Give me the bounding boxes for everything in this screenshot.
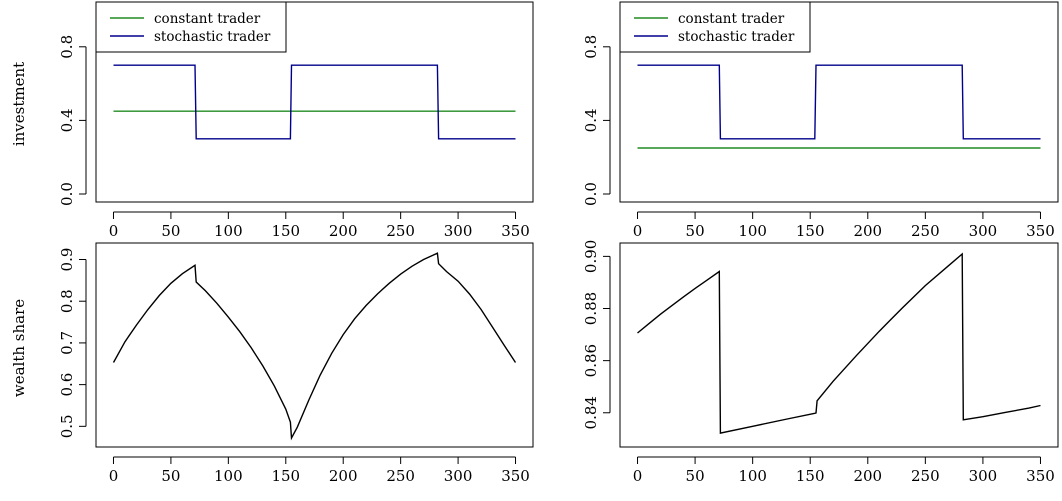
x-tick-label: 0 xyxy=(109,467,119,485)
x-tick-label: 300 xyxy=(969,222,998,240)
stochastic-trader-line xyxy=(113,64,516,140)
y-tick-label: 0.86 xyxy=(582,344,600,377)
wealth-share-line xyxy=(637,252,1041,434)
y-tick-label: 0.88 xyxy=(582,292,600,325)
x-tick-label: 0 xyxy=(633,467,643,485)
x-tick-label: 200 xyxy=(853,467,882,485)
chart-panel-wealth-left: 0 50 100 150 200 250 300 350 0.5 0.6 0.7 0.8 0.9 xyxy=(58,242,534,485)
wealth-share-line xyxy=(112,252,517,441)
x-tick-label: 350 xyxy=(501,467,530,485)
x-tick-label: 350 xyxy=(1026,222,1055,240)
x-tick-label: 200 xyxy=(329,467,358,485)
plot-frame xyxy=(619,1,1059,203)
x-tick-label: 300 xyxy=(444,222,473,240)
y-tick-label: 0.90 xyxy=(582,240,600,273)
y-tick-label: 0.8 xyxy=(58,289,76,313)
x-tick-label: 50 xyxy=(161,467,180,485)
y-axis-label-wealth-share: wealth share xyxy=(10,299,28,397)
legend-box xyxy=(619,1,811,53)
x-tick-label: 250 xyxy=(911,467,940,485)
y-tick-label: 0.8 xyxy=(582,35,600,59)
x-tick-label: 150 xyxy=(796,467,825,485)
legend-box xyxy=(95,1,287,53)
chart-panel-investment-right: 0 50 100 150 200 250 300 350 0.0 0.4 0.8 constant t… xyxy=(582,1,1059,240)
legend-label: constant trader xyxy=(678,11,785,27)
plot-frame xyxy=(95,1,534,203)
y-tick-label: 0.4 xyxy=(58,108,76,132)
plot-frame xyxy=(619,242,1059,448)
y-tick-label: 0.6 xyxy=(58,373,76,397)
y-tick-label: 0.9 xyxy=(58,248,76,272)
x-tick-label: 100 xyxy=(214,222,243,240)
y-tick-label: 0.5 xyxy=(58,414,76,438)
legend: constant trader stochastic trader xyxy=(619,1,811,53)
x-tick-label: 250 xyxy=(386,222,415,240)
y-tick-label: 0.0 xyxy=(58,182,76,206)
y-tick-label: 0.84 xyxy=(582,396,600,429)
x-tick-label: 100 xyxy=(738,467,767,485)
y-tick-label: 0.0 xyxy=(582,182,600,206)
y-tick-label: 0.4 xyxy=(582,108,600,132)
x-tick-label: 50 xyxy=(686,467,705,485)
x-tick-label: 50 xyxy=(686,222,705,240)
plot-frame xyxy=(95,242,534,448)
x-tick-label: 100 xyxy=(214,467,243,485)
legend: constant trader stochastic trader xyxy=(95,1,287,53)
chart-panel-investment-left: 0 50 100 150 200 250 300 350 0.0 0.4 0.8 constant t… xyxy=(58,1,534,240)
y-tick-label: 0.8 xyxy=(58,35,76,59)
x-tick-label: 350 xyxy=(501,222,530,240)
x-tick-label: 150 xyxy=(796,222,825,240)
legend-label: stochastic trader xyxy=(154,29,271,45)
legend-label: constant trader xyxy=(154,11,261,27)
stochastic-trader-line xyxy=(637,64,1041,140)
y-tick-label: 0.7 xyxy=(58,331,76,355)
x-tick-label: 50 xyxy=(161,222,180,240)
x-tick-label: 250 xyxy=(911,222,940,240)
x-tick-label: 150 xyxy=(271,467,300,485)
x-tick-label: 350 xyxy=(1026,467,1055,485)
x-tick-label: 300 xyxy=(444,467,473,485)
chart-panel-wealth-right: 0 50 100 150 200 250 300 350 0.84 0.86 0.88 0.90 xyxy=(582,240,1059,485)
x-tick-label: 0 xyxy=(633,222,643,240)
y-axis-label-investment: investment xyxy=(10,62,28,146)
legend-label: stochastic trader xyxy=(678,29,795,45)
x-tick-label: 0 xyxy=(109,222,119,240)
x-tick-label: 200 xyxy=(329,222,358,240)
x-tick-label: 100 xyxy=(738,222,767,240)
x-tick-label: 200 xyxy=(853,222,882,240)
x-tick-label: 250 xyxy=(386,467,415,485)
x-tick-label: 150 xyxy=(271,222,300,240)
x-tick-label: 300 xyxy=(969,467,998,485)
